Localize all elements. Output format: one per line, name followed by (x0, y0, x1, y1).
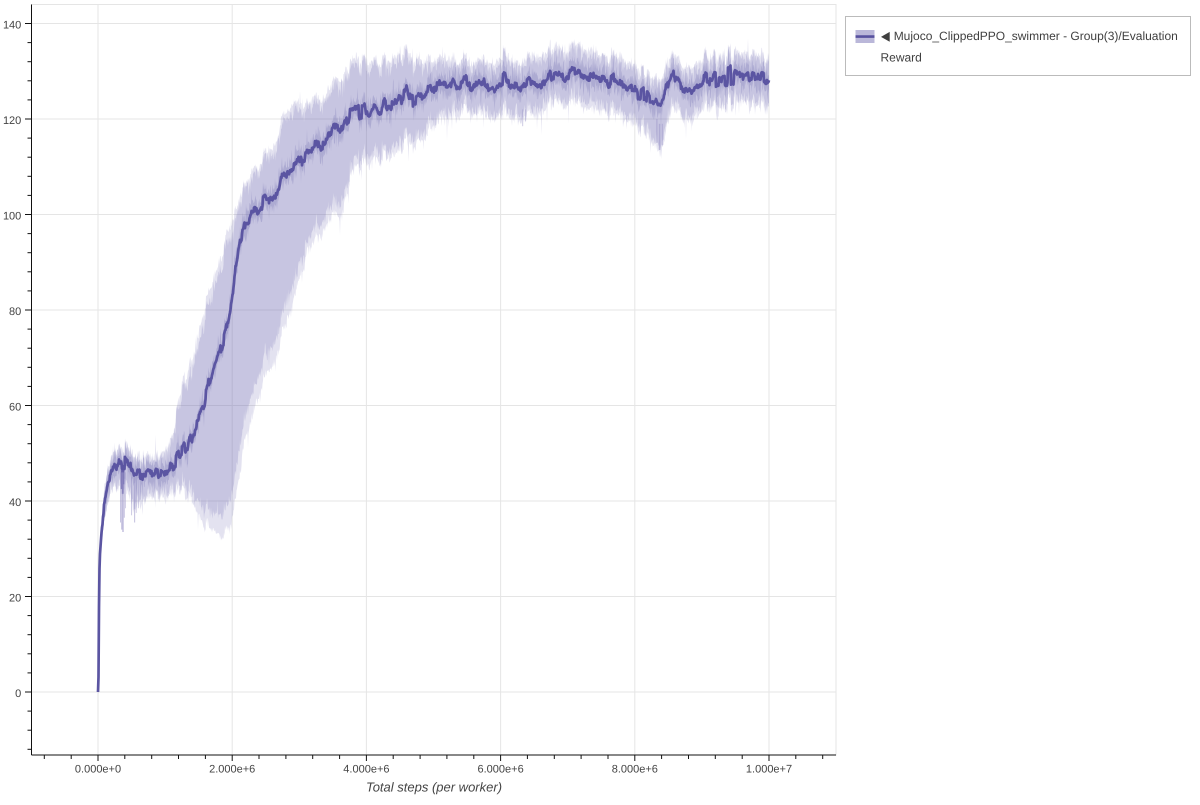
svg-text:4.000e+6: 4.000e+6 (343, 764, 389, 776)
svg-text:Mujoco_ClippedPPO_swimmer - Gr: Mujoco_ClippedPPO_swimmer - Group(3)/Eva… (894, 29, 1178, 43)
svg-text:0.000e+0: 0.000e+0 (75, 764, 121, 776)
svg-text:8.000e+6: 8.000e+6 (612, 764, 658, 776)
svg-text:120: 120 (3, 115, 21, 127)
svg-text:140: 140 (3, 19, 21, 31)
svg-text:6.000e+6: 6.000e+6 (478, 764, 524, 776)
svg-text:0: 0 (15, 688, 21, 700)
svg-text:100: 100 (3, 210, 21, 222)
svg-text:20: 20 (9, 592, 21, 604)
svg-text:40: 40 (9, 497, 21, 509)
svg-text:80: 80 (9, 306, 21, 318)
svg-text:60: 60 (9, 401, 21, 413)
svg-text:1.000e+7: 1.000e+7 (746, 764, 792, 776)
svg-text:2.000e+6: 2.000e+6 (209, 764, 255, 776)
svg-text:Total steps (per worker): Total steps (per worker) (366, 780, 502, 795)
svg-text:Reward: Reward (881, 51, 922, 65)
